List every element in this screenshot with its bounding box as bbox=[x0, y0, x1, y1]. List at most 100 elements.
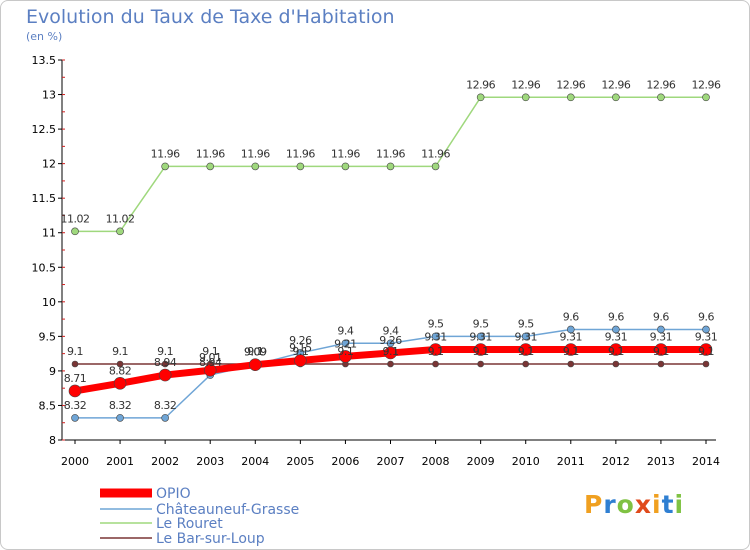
y-tick-label: 13.5 bbox=[32, 54, 57, 67]
legend-label: Châteauneuf-Grasse bbox=[156, 502, 299, 518]
data-label: 11.96 bbox=[196, 147, 225, 160]
data-label: 11.02 bbox=[106, 212, 135, 225]
y-tick-label: 13 bbox=[42, 89, 56, 102]
data-point bbox=[116, 360, 124, 368]
x-tick-label: 2008 bbox=[422, 455, 450, 468]
data-label: 12.96 bbox=[692, 78, 721, 91]
data-point bbox=[429, 343, 442, 356]
chart-unit-label: (en %) bbox=[26, 30, 63, 43]
data-label: 9.1 bbox=[292, 345, 308, 358]
data-label: 8.32 bbox=[64, 399, 87, 412]
data-label: 9.31 bbox=[560, 330, 583, 343]
x-tick-label: 2007 bbox=[377, 455, 405, 468]
y-tick-label: 8.5 bbox=[39, 399, 57, 412]
y-tick-label: 9.5 bbox=[39, 330, 57, 343]
data-point bbox=[612, 325, 620, 334]
data-label: 9.31 bbox=[605, 330, 628, 343]
data-point bbox=[702, 360, 710, 368]
data-label: 9.09 bbox=[244, 346, 267, 359]
data-point bbox=[251, 162, 260, 171]
x-tick-label: 2013 bbox=[647, 455, 675, 468]
x-tick-label: 2004 bbox=[241, 455, 269, 468]
data-point bbox=[521, 332, 530, 341]
data-point bbox=[161, 360, 169, 368]
data-label: 9.1 bbox=[112, 345, 128, 358]
data-label: 12.96 bbox=[646, 78, 675, 91]
data-point bbox=[116, 227, 124, 236]
data-label: 9.4 bbox=[337, 324, 353, 337]
data-point bbox=[71, 360, 79, 368]
y-tick-label: 12.5 bbox=[32, 123, 57, 136]
data-label: 9.1 bbox=[653, 345, 669, 358]
data-point bbox=[341, 339, 350, 348]
data-label: 9.1 bbox=[157, 345, 173, 358]
legend-label: Le Bar-sur-Loup bbox=[156, 531, 265, 547]
data-point bbox=[248, 358, 262, 371]
data-point bbox=[341, 162, 350, 171]
data-label: 12.96 bbox=[511, 78, 540, 91]
data-point bbox=[477, 360, 484, 368]
y-tick-label: 10 bbox=[42, 296, 56, 309]
y-tick-label: 11.5 bbox=[32, 192, 57, 205]
data-label: 9.5 bbox=[428, 317, 444, 330]
data-label: 11.96 bbox=[286, 147, 315, 160]
x-tick-label: 2003 bbox=[196, 455, 224, 468]
data-point bbox=[474, 343, 487, 356]
legend-label: OPIO bbox=[156, 486, 191, 502]
data-label: 9.26 bbox=[289, 334, 312, 347]
x-tick-label: 2011 bbox=[557, 455, 585, 468]
data-point bbox=[702, 93, 710, 102]
y-tick-label: 8 bbox=[49, 434, 56, 447]
data-point bbox=[431, 332, 440, 341]
data-point bbox=[476, 93, 485, 102]
data-point bbox=[296, 162, 305, 171]
data-label: 9.1 bbox=[337, 345, 353, 358]
data-label: 11.96 bbox=[241, 147, 270, 160]
data-label: 8.82 bbox=[109, 364, 132, 377]
data-point bbox=[522, 360, 530, 368]
data-label: 9.1 bbox=[247, 345, 263, 358]
data-point bbox=[657, 360, 665, 368]
data-point bbox=[294, 354, 307, 367]
x-tick-label: 2005 bbox=[286, 455, 314, 468]
data-point bbox=[567, 360, 575, 368]
data-point bbox=[519, 343, 533, 356]
x-tick-label: 2006 bbox=[331, 455, 359, 468]
data-label: 12.96 bbox=[601, 78, 630, 91]
data-label: 8.32 bbox=[154, 399, 177, 412]
data-label: 9.15 bbox=[289, 342, 312, 355]
data-point bbox=[71, 227, 79, 236]
data-label: 12.96 bbox=[466, 78, 495, 91]
chart-title: Evolution du Taux de Taxe d'Habitation bbox=[26, 6, 395, 28]
data-point bbox=[339, 350, 352, 363]
data-point bbox=[116, 414, 124, 422]
data-label: 9.31 bbox=[424, 330, 447, 343]
data-label: 9.1 bbox=[563, 345, 579, 358]
x-tick-label: 2002 bbox=[151, 455, 179, 468]
y-tick-label: 12 bbox=[42, 158, 56, 171]
data-point bbox=[431, 162, 440, 171]
x-tick-label: 2014 bbox=[692, 455, 720, 468]
data-label: 9.6 bbox=[563, 310, 579, 323]
data-point bbox=[113, 377, 127, 390]
data-point bbox=[564, 343, 578, 356]
data-point bbox=[386, 162, 395, 171]
data-point bbox=[203, 363, 217, 377]
data-label: 9.1 bbox=[698, 345, 714, 358]
data-label: 11.96 bbox=[376, 147, 405, 160]
data-label: 11.96 bbox=[151, 147, 180, 160]
data-point bbox=[657, 93, 665, 102]
data-label: 9.01 bbox=[199, 351, 222, 364]
data-label: 9.26 bbox=[379, 334, 402, 347]
data-point bbox=[384, 346, 397, 360]
y-tick-label: 10.5 bbox=[32, 261, 57, 274]
data-label: 9.5 bbox=[518, 317, 534, 330]
data-point bbox=[71, 414, 79, 422]
data-label: 9.1 bbox=[67, 345, 83, 358]
x-tick-label: 2009 bbox=[467, 455, 495, 468]
data-label: 9.1 bbox=[202, 345, 218, 358]
data-point bbox=[609, 343, 623, 356]
data-label: 9.1 bbox=[428, 345, 444, 358]
data-point bbox=[702, 325, 710, 334]
